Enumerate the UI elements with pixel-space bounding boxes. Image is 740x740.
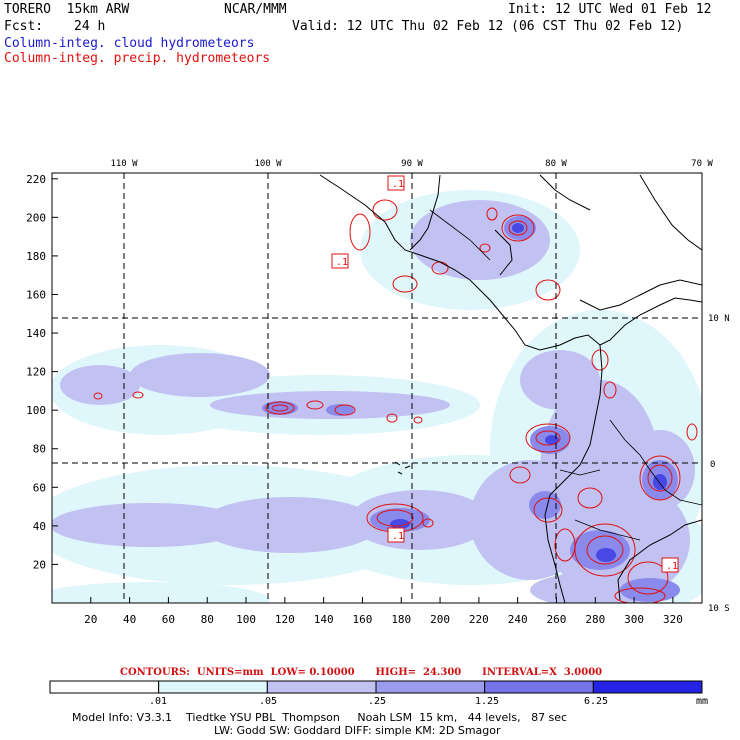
colorbar-segment <box>266 680 377 694</box>
lon-label-100w: 100 W <box>254 159 282 169</box>
x-tick-label: 200 <box>430 613 450 626</box>
y-tick-label: 100 <box>26 404 46 417</box>
x-tick-label: 320 <box>663 613 683 626</box>
lon-label-90w: 90 W <box>401 159 423 169</box>
contour-label: .1 <box>666 561 678 572</box>
contour-label: .1 <box>336 257 348 268</box>
colorbar-segment <box>158 680 268 694</box>
lon-label-110w: 110 W <box>110 159 138 169</box>
longitude-labels: 110 W 100 W 90 W 80 W 70 W <box>110 159 713 169</box>
valid-time: Valid: 12 UTC Thu 02 Feb 12 (06 CST Thu … <box>292 19 684 34</box>
model-info-line2: LW: Godd SW: Goddard DIFF: simple KM: 2D… <box>214 724 501 737</box>
y-tick-label: 40 <box>33 520 46 533</box>
contour-labels: .1 .1 .1 .1 <box>336 179 678 572</box>
colorbar-label: .05 <box>259 696 277 707</box>
colorbar-label: 6.25 <box>584 696 608 707</box>
x-tick-label: 240 <box>508 613 528 626</box>
colorbar-label: .25 <box>368 696 386 707</box>
lat-label-0: 0 <box>710 460 715 470</box>
colorbar-segment <box>484 680 594 694</box>
contour-label: .1 <box>392 531 404 542</box>
coastlines <box>319 174 702 603</box>
colorbar-labels: .01 .05 .25 1.25 6.25 mm <box>149 696 708 707</box>
y-tick-label: 60 <box>33 481 46 494</box>
political-borders <box>429 209 702 541</box>
colorbar-segment <box>592 680 703 694</box>
x-tick-label: 160 <box>353 613 373 626</box>
contour-label: .1 <box>392 179 404 190</box>
colorbar <box>49 680 703 694</box>
latitude-labels: 10 N 0 10 S <box>708 314 730 614</box>
lon-label-70w: 70 W <box>691 159 713 169</box>
forecast-hours: 24 h <box>74 19 106 34</box>
x-tick-label: 180 <box>391 613 411 626</box>
x-tick-label: 300 <box>624 613 644 626</box>
colorbar-label: .01 <box>149 696 167 707</box>
y-tick-label: 160 <box>26 288 46 301</box>
model-info-line1: Model Info: V3.3.1 Tiedtke YSU PBL Thomp… <box>72 711 568 724</box>
field-precip-hydrometeors: Column-integ. precip. hydrometeors <box>4 51 271 66</box>
map-content: .1 .1 .1 .1 <box>52 173 702 603</box>
lat-label-10s: 10 S <box>708 604 730 614</box>
contours-info: CONTOURS: UNITS=mm LOW= 0.10000 HIGH= 24… <box>120 667 603 678</box>
lat-label-10n: 10 N <box>708 314 730 324</box>
x-axis-ticks <box>90 597 674 603</box>
y-tick-label: 200 <box>26 211 46 224</box>
x-tick-label: 40 <box>123 613 136 626</box>
contour-label-boxes <box>331 175 679 573</box>
x-tick-label: 80 <box>201 613 214 626</box>
y-axis-ticks <box>52 178 58 565</box>
precip-contours <box>93 199 698 603</box>
y-tick-label: 20 <box>33 558 46 571</box>
map-border <box>51 172 703 604</box>
x-tick-label: 60 <box>162 613 175 626</box>
y-tick-label: 120 <box>26 366 46 379</box>
center-label: NCAR/MMM <box>224 2 287 17</box>
forecast-label: Fcst: <box>4 19 44 34</box>
field-cloud-hydrometeors: Column-integ. cloud hydrometeors <box>4 36 255 51</box>
colorbar-unit: mm <box>696 696 708 707</box>
x-tick-label: 140 <box>314 613 334 626</box>
y-tick-label: 80 <box>33 443 46 456</box>
lat-lon-grid <box>52 173 702 603</box>
lon-label-80w: 80 W <box>545 159 567 169</box>
x-tick-label: 280 <box>585 613 605 626</box>
model-title: TORERO 15km ARW <box>4 2 130 17</box>
y-tick-label: 220 <box>26 173 46 186</box>
colorbar-label: 1.25 <box>475 696 499 707</box>
x-tick-label: 120 <box>275 613 295 626</box>
init-time: Init: 12 UTC Wed 01 Feb 12 <box>508 2 712 17</box>
x-tick-label: 260 <box>547 613 567 626</box>
colorbar-segment <box>375 680 486 694</box>
colorbar-segment <box>49 680 160 694</box>
y-tick-label: 140 <box>26 327 46 340</box>
x-axis-labels: 20 40 60 80 100 120 140 160 180 200 220 240 260 280 30… <box>84 613 683 626</box>
y-axis-labels: 20 40 60 80 100 120 140 160 180 200 220 <box>26 173 46 572</box>
y-tick-label: 180 <box>26 250 46 263</box>
x-tick-label: 220 <box>469 613 489 626</box>
x-tick-label: 20 <box>84 613 97 626</box>
x-tick-label: 100 <box>236 613 256 626</box>
